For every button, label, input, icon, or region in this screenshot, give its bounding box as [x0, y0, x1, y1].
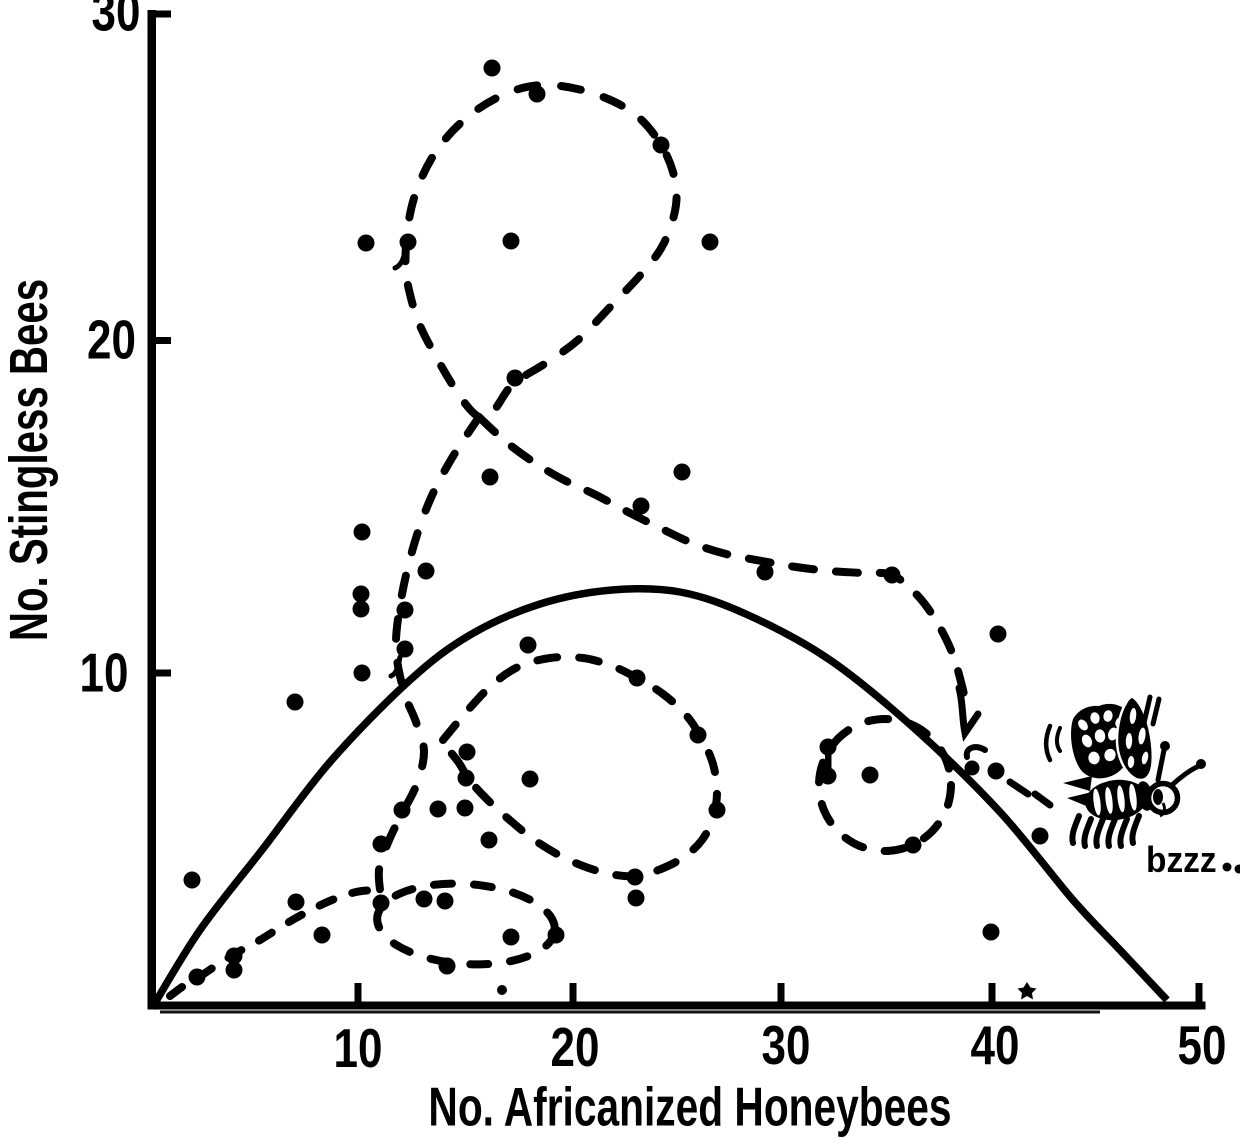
svg-text:10: 10 [334, 1017, 383, 1079]
svg-text:bzzz: bzzz [1146, 841, 1217, 880]
svg-text:30: 30 [92, 0, 141, 43]
svg-text:20: 20 [551, 1016, 600, 1078]
svg-text:40: 40 [971, 1014, 1020, 1076]
svg-text:20: 20 [87, 309, 136, 371]
svg-text:30: 30 [762, 1014, 811, 1076]
svg-text:10: 10 [80, 642, 129, 704]
svg-text:No. Stingless Bees: No. Stingless Bees [0, 279, 59, 641]
svg-text:50: 50 [1178, 1014, 1227, 1076]
svg-text:No. Africanized Honeybees: No. Africanized Honeybees [428, 1077, 951, 1138]
